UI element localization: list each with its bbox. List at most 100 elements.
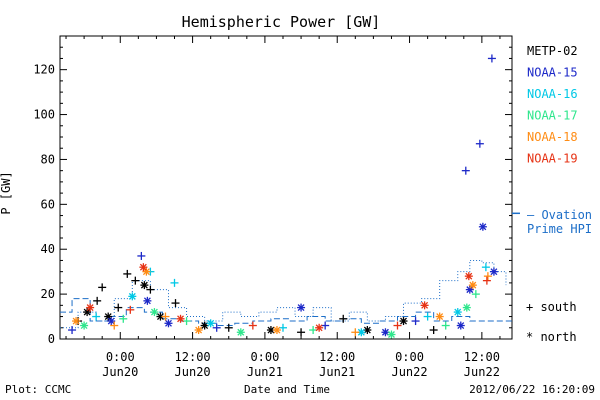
legend-entry: NOAA-19 bbox=[527, 152, 578, 166]
data-point bbox=[236, 328, 245, 337]
data-point bbox=[465, 285, 474, 294]
data-point bbox=[297, 303, 306, 312]
data-point bbox=[156, 312, 165, 321]
model-dotted-line bbox=[60, 259, 507, 329]
data-point bbox=[482, 276, 491, 285]
legend-model-line1: — Ovation bbox=[527, 208, 592, 222]
data-point bbox=[339, 314, 348, 323]
data-point bbox=[110, 321, 119, 330]
y-tick-label: 80 bbox=[41, 152, 55, 166]
x-axis-label: Date and Time bbox=[244, 383, 330, 396]
data-point bbox=[468, 281, 477, 290]
legend-entry: METP-02 bbox=[527, 44, 578, 58]
y-tick-label: 100 bbox=[33, 108, 55, 122]
data-point bbox=[435, 312, 444, 321]
data-point bbox=[98, 283, 107, 292]
data-point bbox=[423, 312, 432, 321]
x-tick-label: 12:00 bbox=[175, 350, 211, 364]
data-point bbox=[143, 296, 152, 305]
data-point bbox=[453, 308, 462, 317]
y-tick-label: 120 bbox=[33, 63, 55, 77]
data-point bbox=[123, 269, 132, 278]
data-point bbox=[351, 328, 360, 337]
data-point bbox=[399, 317, 408, 326]
data-point bbox=[142, 267, 151, 276]
data-point bbox=[387, 330, 396, 339]
chart-title: Hemispheric Power [GW] bbox=[182, 13, 381, 31]
footer-source: Plot: CCMC bbox=[5, 383, 71, 396]
data-point bbox=[393, 321, 402, 330]
legend-entry: NOAA-16 bbox=[527, 87, 578, 101]
x-tick-label: 0:00 bbox=[250, 350, 279, 364]
data-point bbox=[194, 326, 203, 335]
legend-marker-entry: + south bbox=[526, 300, 577, 314]
data-point bbox=[462, 303, 471, 312]
data-point bbox=[176, 314, 185, 323]
data-point bbox=[150, 308, 159, 317]
y-axis-label: P [GW] bbox=[0, 171, 13, 214]
data-point bbox=[107, 317, 116, 326]
data-point bbox=[119, 314, 128, 323]
data-point bbox=[146, 285, 155, 294]
y-tick-label: 20 bbox=[41, 287, 55, 301]
data-point bbox=[321, 321, 330, 330]
legend-entry: NOAA-17 bbox=[527, 109, 578, 123]
data-point bbox=[131, 276, 140, 285]
data-point bbox=[161, 312, 170, 321]
data-point bbox=[93, 296, 102, 305]
data-point bbox=[489, 267, 498, 276]
data-point bbox=[206, 319, 215, 328]
data-point bbox=[139, 263, 148, 272]
y-tick-label: 60 bbox=[41, 197, 55, 211]
data-point bbox=[471, 290, 480, 299]
data-point bbox=[80, 321, 89, 330]
data-point bbox=[461, 166, 470, 175]
x-tick-sublabel: Jun22 bbox=[464, 365, 500, 379]
x-tick-sublabel: Jun21 bbox=[247, 365, 283, 379]
legend-marker-entry: * north bbox=[526, 330, 577, 344]
data-point bbox=[248, 321, 257, 330]
x-tick-sublabel: Jun20 bbox=[175, 365, 211, 379]
data-point bbox=[170, 278, 179, 287]
legend-entry: NOAA-18 bbox=[527, 130, 578, 144]
data-point bbox=[481, 263, 490, 272]
data-point bbox=[464, 272, 473, 281]
data-point bbox=[200, 321, 209, 330]
data-point bbox=[381, 328, 390, 337]
data-point bbox=[224, 323, 233, 332]
data-point bbox=[171, 299, 180, 308]
plot-area: 0204060801001200:00Jun2012:00Jun200:00Ju… bbox=[33, 35, 520, 379]
plot-frame bbox=[59, 35, 513, 340]
x-tick-sublabel: Jun22 bbox=[391, 365, 427, 379]
data-point bbox=[441, 321, 450, 330]
data-point bbox=[297, 328, 306, 337]
legend-model-line2: Prime HPI bbox=[527, 222, 592, 236]
data-point bbox=[475, 139, 484, 148]
legend-entry: NOAA-15 bbox=[527, 66, 578, 80]
data-point bbox=[140, 281, 149, 290]
data-point bbox=[212, 323, 221, 332]
data-point bbox=[128, 292, 137, 301]
data-point bbox=[487, 54, 496, 63]
data-point bbox=[478, 222, 487, 231]
data-point bbox=[72, 317, 81, 326]
data-point bbox=[137, 251, 146, 260]
data-point bbox=[278, 323, 287, 332]
x-tick-label: 0:00 bbox=[106, 350, 135, 364]
data-point bbox=[126, 305, 135, 314]
legend: METP-02 NOAA-15 NOAA-16 NOAA-17 NOAA-18 NOAA-… bbox=[526, 44, 592, 344]
y-tick-label: 0 bbox=[48, 332, 55, 346]
data-point bbox=[420, 301, 429, 310]
data-point bbox=[114, 303, 123, 312]
footer-timestamp: 2012/06/22 16:20:09 bbox=[469, 383, 595, 396]
data-point bbox=[411, 317, 420, 326]
data-point bbox=[182, 317, 191, 326]
y-tick-label: 40 bbox=[41, 242, 55, 256]
data-point bbox=[483, 272, 492, 281]
model-dashed-line bbox=[60, 298, 512, 327]
x-tick-label: 0:00 bbox=[395, 350, 424, 364]
data-point bbox=[309, 326, 318, 335]
data-point bbox=[456, 321, 465, 330]
